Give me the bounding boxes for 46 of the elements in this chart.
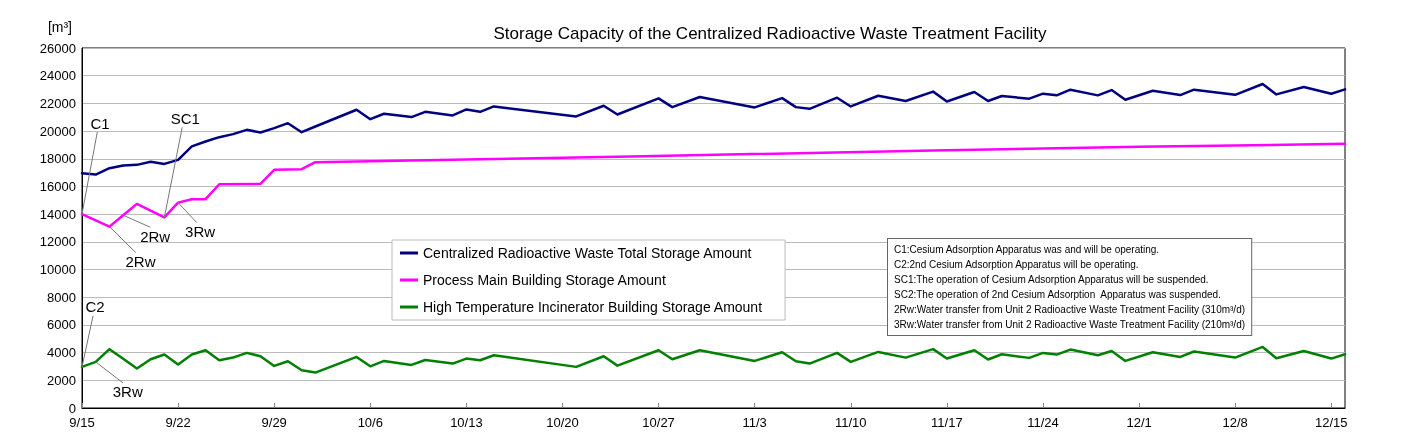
y-tick-label: 14000 bbox=[39, 206, 76, 222]
legend-label: Centralized Radioactive Waste Total Storage Amount bbox=[423, 245, 752, 261]
y-tick-label: 2000 bbox=[47, 372, 76, 388]
y-tick-label: 16000 bbox=[39, 178, 76, 194]
annotation: 2Rw:Water transfer from Unit 2 Radioactive Waste Treatment Facility (310m³/d) bbox=[894, 304, 1246, 315]
y-tick-label: 22000 bbox=[39, 95, 76, 111]
x-tick-label: 10/27 bbox=[642, 415, 675, 430]
y-tick-label: 12000 bbox=[39, 234, 76, 250]
x-tick-label: 11/17 bbox=[931, 415, 963, 430]
x-tick-label: 9/29 bbox=[261, 415, 287, 430]
legend-label: Process Main Building Storage Amount bbox=[423, 272, 666, 288]
y-axis-title: [m³] bbox=[47, 19, 72, 35]
x-tick-label: 12/8 bbox=[1222, 415, 1248, 430]
y-tick-label: 8000 bbox=[47, 289, 76, 305]
chart-title: Storage Capacity of the Centralized Radioactive Waste Treatment Facility bbox=[493, 24, 1048, 43]
x-tick-label: 10/20 bbox=[546, 415, 579, 430]
annotation: SC2:The operation of 2nd Cesium Adsorption Apparatus was suspended. bbox=[894, 289, 1221, 300]
y-tick-label: 24000 bbox=[39, 68, 76, 84]
y-tick-label: 20000 bbox=[39, 123, 76, 139]
x-tick-label: 12/15 bbox=[1315, 415, 1348, 430]
y-tick-label: 10000 bbox=[39, 262, 76, 278]
legend-label: High Temperature Incinerator Building Storage Amount bbox=[423, 299, 763, 315]
annotation: 3Rw:Water transfer from Unit 2 Radioactive Waste Treatment Facility (210m³/d) bbox=[894, 319, 1246, 330]
annotation: 3Rw bbox=[112, 383, 143, 401]
y-tick-label: 6000 bbox=[47, 317, 76, 333]
annotation: 2Rw bbox=[125, 253, 156, 271]
y-tick-label: 18000 bbox=[39, 151, 76, 167]
y-tick-label: 0 bbox=[68, 400, 76, 416]
x-tick-label: 11/24 bbox=[1027, 415, 1059, 430]
annotation: C2:2nd Cesium Adsorption Apparatus will be operating. bbox=[894, 259, 1139, 270]
y-tick-label: 4000 bbox=[47, 345, 76, 361]
x-tick-label: 10/6 bbox=[357, 415, 383, 430]
annotation: C2 bbox=[85, 298, 105, 316]
x-tick-label: 9/22 bbox=[165, 415, 191, 430]
x-tick-label: 10/13 bbox=[450, 415, 483, 430]
x-tick-label: 9/15 bbox=[69, 415, 95, 430]
annotation: C1:Cesium Adsorption Apparatus was and will be operating. bbox=[894, 244, 1160, 255]
annotation: 2Rw bbox=[140, 227, 171, 245]
annotation: C1 bbox=[90, 114, 110, 132]
y-tick-label: 26000 bbox=[39, 40, 76, 56]
x-tick-label: 11/3 bbox=[742, 415, 767, 430]
annotation: SC1:The operation of Cesium Adsorption Apparatus will be suspended. bbox=[894, 274, 1209, 285]
annotation: 3Rw bbox=[185, 223, 216, 241]
annotation: SC1 bbox=[170, 109, 200, 127]
x-tick-label: 11/10 bbox=[834, 415, 867, 430]
x-tick-label: 12/1 bbox=[1126, 415, 1152, 430]
